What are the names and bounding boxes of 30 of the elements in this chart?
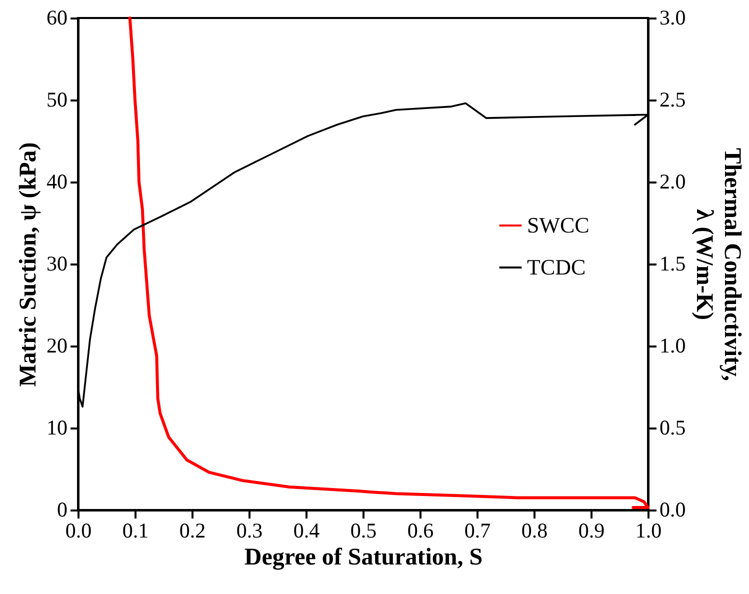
y-tick-label: 40 — [46, 170, 68, 194]
y-tick-label: 10 — [46, 416, 68, 440]
x-tick-label: 0.5 — [350, 518, 377, 542]
y-axis-title: Matric Suction, ψ (kPa) — [16, 142, 42, 387]
x-tick-label: 0.0 — [65, 518, 92, 542]
x-axis-title: Degree of Saturation, S — [244, 544, 483, 570]
x-tick-label: 0.6 — [407, 518, 434, 542]
y2-tick-label: 0.0 — [660, 498, 686, 522]
x-tick-label: 1.0 — [635, 518, 662, 542]
y-tick-label: 30 — [46, 252, 68, 276]
y-tick-label: 20 — [46, 334, 68, 358]
y2-tick-label: 1.0 — [660, 334, 686, 358]
y2-tick-label: 3.0 — [660, 6, 686, 30]
y2-tick-label: 1.5 — [660, 252, 686, 276]
y2-tick-label: 2.5 — [660, 88, 686, 112]
legend-label: TCDC — [527, 254, 586, 280]
y2-axis-title: Thermal Conductivity, λ (W/m-K) — [690, 148, 745, 382]
y2-tick-label: 2.0 — [660, 170, 686, 194]
legend-label: SWCC — [527, 212, 590, 238]
x-tick-label: 0.8 — [521, 518, 548, 542]
y-tick-label: 60 — [46, 6, 68, 30]
y-tick-label: 0 — [57, 498, 68, 522]
x-tick-label: 0.7 — [464, 518, 491, 542]
x-tick-label: 0.4 — [293, 518, 320, 542]
x-tick-label: 0.9 — [578, 518, 605, 542]
x-tick-label: 0.1 — [122, 518, 149, 542]
x-tick-label: 0.2 — [179, 518, 206, 542]
y2-tick-label: 0.5 — [660, 416, 686, 440]
y-tick-label: 50 — [46, 88, 68, 112]
x-tick-label: 0.3 — [236, 518, 263, 542]
